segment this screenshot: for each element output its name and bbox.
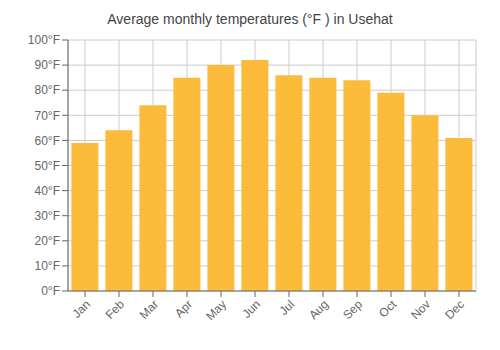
svg-text:Jan: Jan [70, 297, 94, 321]
svg-text:100°F: 100°F [28, 33, 60, 47]
svg-text:40°F: 40°F [35, 184, 60, 198]
svg-text:Mar: Mar [137, 297, 162, 322]
svg-text:30°F: 30°F [35, 209, 60, 223]
svg-text:Jul: Jul [276, 297, 297, 318]
svg-text:0°F: 0°F [41, 284, 60, 298]
svg-text:70°F: 70°F [35, 109, 60, 123]
svg-text:Apr: Apr [172, 297, 195, 320]
svg-text:60°F: 60°F [35, 134, 60, 148]
svg-text:10°F: 10°F [35, 259, 60, 273]
svg-text:Feb: Feb [103, 297, 128, 322]
svg-text:Jun: Jun [240, 297, 264, 321]
svg-text:90°F: 90°F [35, 58, 60, 72]
svg-text:May: May [203, 297, 229, 323]
svg-text:20°F: 20°F [35, 234, 60, 248]
svg-text:50°F: 50°F [35, 159, 60, 173]
svg-text:Sep: Sep [340, 297, 365, 322]
svg-text:Dec: Dec [442, 297, 467, 322]
svg-text:Nov: Nov [408, 297, 433, 322]
svg-text:80°F: 80°F [35, 83, 60, 97]
svg-text:Aug: Aug [306, 297, 331, 322]
svg-text:Oct: Oct [376, 297, 400, 321]
html-text:Average monthly temperatures (: Average monthly temperatures (°F ) in Us… [107, 11, 393, 27]
